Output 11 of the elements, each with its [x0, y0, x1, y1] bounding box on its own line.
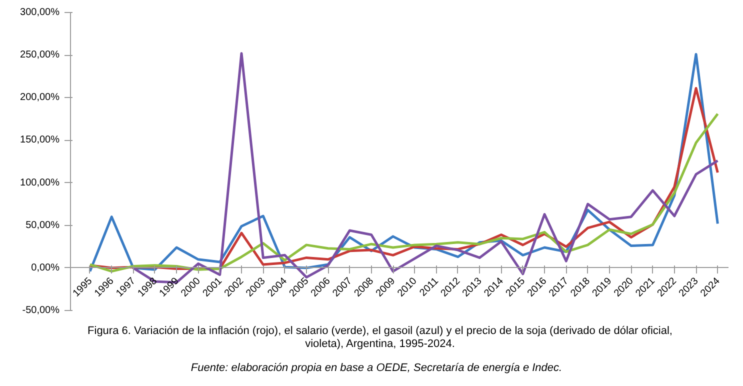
y-tick-label: 0,00% — [31, 262, 60, 274]
y-tick-label: 50,00% — [26, 220, 60, 231]
y-tick-label: 150,00% — [20, 134, 60, 146]
y-tick-label: 200,00% — [20, 92, 60, 104]
y-tick-label: -50,00% — [22, 305, 60, 316]
y-tick-label: 300,00% — [20, 7, 60, 18]
source-note: Fuente: elaboración propia en base a OEDE, Secretaría de energía e Indec. — [190, 361, 562, 376]
text: Figura 6. Variación de la inflación (rojo), el salario (verde), el gasoil (azul) y el precio de la soja (derivado de dólar oficial, violeta), Argentina, 1995-2024. — [86, 325, 674, 352]
y-tick-label: 100,00% — [20, 177, 60, 188]
line-series — [88, 112, 719, 273]
y-tick-label: 250,00% — [20, 50, 60, 61]
